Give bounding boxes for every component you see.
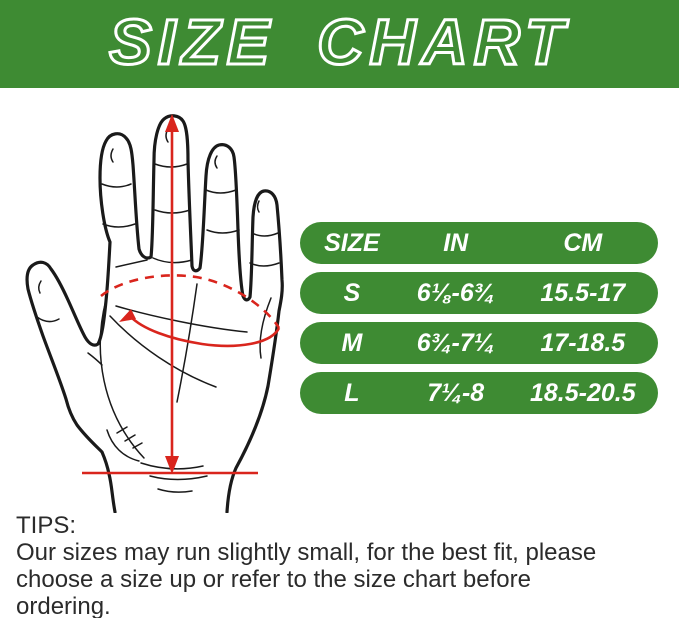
- header-cell-size: SIZE: [324, 228, 380, 257]
- tips-line: ordering.: [16, 593, 111, 618]
- size-table: SIZE IN CM S 6⅛-6¾ 15.5-17 M 6¾-7¼ 17-18…: [300, 222, 658, 422]
- table-row-m: M 6¾-7¼ 17-18.5: [300, 322, 658, 364]
- size-label: L: [344, 378, 360, 407]
- in-range: 6⅛-6¾: [416, 278, 495, 307]
- tips-heading: TIPS:: [16, 512, 77, 539]
- size-label: S: [343, 278, 361, 307]
- tips-line: Our sizes may run slightly small, for th…: [16, 539, 597, 566]
- table-row-l: L 7¼-8 18.5-20.5: [300, 372, 658, 414]
- cm-range: 17-18.5: [540, 328, 626, 357]
- circumference-ellipse-dashed: [100, 274, 281, 329]
- page-title: SIZE CHART: [108, 5, 570, 80]
- cm-range: 15.5-17: [540, 278, 626, 307]
- tips-line: choose a size up or refer to the size ch…: [16, 566, 531, 593]
- hand-outline-stroke: [25, 114, 284, 514]
- tips-section: TIPS: Our sizes may run slightly small, …: [16, 512, 672, 618]
- circumference-ellipse-solid: [129, 315, 281, 348]
- measurement-arrowheads: [119, 114, 179, 474]
- hand-diagram-svg: [25, 114, 284, 514]
- arrowhead-up: [165, 114, 179, 132]
- header-cell-cm: CM: [563, 228, 603, 257]
- cm-range: 18.5-20.5: [529, 378, 636, 407]
- table-row-s: S 6⅛-6¾ 15.5-17: [300, 272, 658, 314]
- hand-illustration: [0, 100, 332, 514]
- arrowhead-down: [165, 456, 179, 474]
- table-header-row: SIZE IN CM: [300, 222, 658, 264]
- arrowhead-ellipse: [119, 309, 136, 322]
- in-range: 7¼-8: [427, 378, 485, 407]
- in-range: 6¾-7¼: [416, 328, 495, 357]
- measurement-overlay: [82, 124, 281, 475]
- banner: SIZE CHART: [0, 0, 679, 88]
- header-cell-in: IN: [443, 228, 469, 257]
- hand-outline-fill: [27, 115, 283, 512]
- size-label: M: [341, 328, 363, 357]
